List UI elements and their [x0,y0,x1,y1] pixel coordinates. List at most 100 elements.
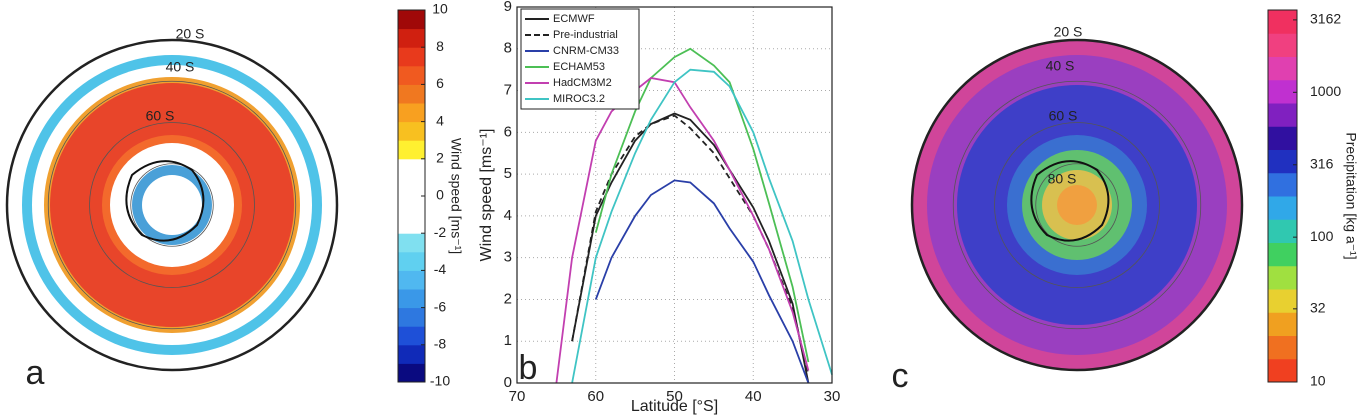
x-tick-label: 50 [666,388,683,405]
colorbar-tick-label: 8 [436,38,444,54]
colorbar-tick-label: -4 [434,261,447,277]
colorbar-tick-label: 1000 [1310,83,1341,99]
colorbar-band [1268,79,1297,104]
colorbar-band [398,177,425,197]
x-axis-label: Latitude [°S] [631,398,718,415]
colorbar-tick-label: 316 [1310,155,1334,171]
colorbar-label: Wind speed [ms⁻¹] [448,138,464,254]
colorbar-band [398,121,425,141]
legend-box [520,8,640,110]
colorbar-band [398,47,425,67]
colorbar-band [398,270,425,290]
colorbar-band [398,344,425,364]
colorbar-band [398,140,425,160]
colorbar-band [1268,242,1297,267]
y-tick-label: 3 [504,249,512,266]
legend-label: MIROC3.2 [553,93,605,105]
colorbar-band [398,363,425,383]
colorbar-band [398,158,425,178]
panel-label: a [26,354,45,392]
series-line [571,112,810,384]
colorbar-tick-label: -8 [434,336,447,352]
y-tick-label: 1 [504,332,512,349]
colorbar-label: Precipitation [kg a⁻¹] [1343,132,1359,259]
latitude-circle [952,80,1202,330]
colorbar-tick-label: 10 [432,1,448,17]
latitude-label: 40 S [1046,58,1075,74]
latitude-circle [47,80,297,330]
colorbar-tick-label: -6 [434,298,447,314]
x-tick-label: 60 [587,388,604,405]
colorbar-band [398,65,425,85]
colorbar-band [1268,103,1297,127]
latitude-circle [130,163,214,247]
latitude-circle [89,122,255,288]
y-tick-label: 5 [504,165,512,182]
colorbar-band [398,326,425,346]
colorbar-tick-label: 4 [436,112,444,128]
legend-label: Pre-industrial [553,29,618,41]
colorbar-band [398,233,425,253]
colorbar-band [398,84,425,104]
map-region [1057,185,1097,225]
colorbar-band [1268,219,1297,243]
colorbar-tick-label: 32 [1310,300,1326,316]
latitude-circle [1035,163,1119,247]
y-tick-label: 0 [504,374,512,391]
legend-label: ECHAM53 [553,61,605,73]
y-axis-label: Wind speed [ms⁻¹] [478,129,495,262]
y-tick-label: 6 [504,123,512,140]
colorbar-band [1268,265,1297,290]
latitude-label: 60 S [1049,108,1078,124]
antarctica [1030,160,1110,242]
colorbar-band [1268,358,1297,383]
latitude-circle [994,122,1160,288]
y-tick-label: 7 [504,82,512,99]
colorbar-band [1268,10,1297,34]
latitude-label: 20 S [176,26,205,42]
colorbar-tick-label: 2 [436,150,444,166]
colorbar-band [1268,33,1297,57]
colorbar-band [1268,172,1297,197]
colorbar-band [1268,335,1297,360]
y-tick-label: 8 [504,40,512,57]
colorbar-band [1268,312,1297,336]
antarctica [125,160,205,242]
colorbar-band [398,289,425,309]
colorbar-tick-label: 6 [436,75,444,91]
latitude-label: 40 S [166,59,195,75]
colorbar-band [1268,149,1297,174]
colorbar-band [398,214,425,234]
colorbar-tick-label: 3162 [1310,11,1341,27]
colorbar-band [398,10,425,30]
map-region [142,175,202,235]
panel-label: b [519,349,538,387]
series-line [594,179,810,384]
series-line [571,68,833,384]
legend-label: HadCM3M2 [553,77,612,89]
legend-label: CNRM-CM33 [553,45,619,57]
y-tick-label: 9 [504,0,512,15]
colorbar-band [1268,126,1297,150]
colorbar-tick-label: 0 [436,187,444,203]
colorbar-band [398,28,425,48]
latitude-label: 60 S [146,108,175,124]
series-line [555,77,810,384]
colorbar-band [398,307,425,327]
x-tick-label: 70 [509,388,526,405]
x-tick-label: 30 [824,388,841,405]
colorbar-tick-label: 100 [1310,228,1334,244]
panel-label: c [892,357,909,395]
colorbar-tick-label: -2 [434,224,447,240]
colorbar-band [398,103,425,123]
legend-label: ECMWF [553,13,595,25]
colorbar-band [1268,56,1297,81]
axes-frame [516,6,833,384]
colorbar-frame [1267,9,1298,383]
colorbar-tick-label: 10 [1310,373,1326,389]
y-tick-label: 4 [504,207,512,224]
latitude-label: 80 S [1048,171,1077,187]
colorbar-band [398,196,425,216]
latitude-label: 20 S [1054,24,1083,40]
